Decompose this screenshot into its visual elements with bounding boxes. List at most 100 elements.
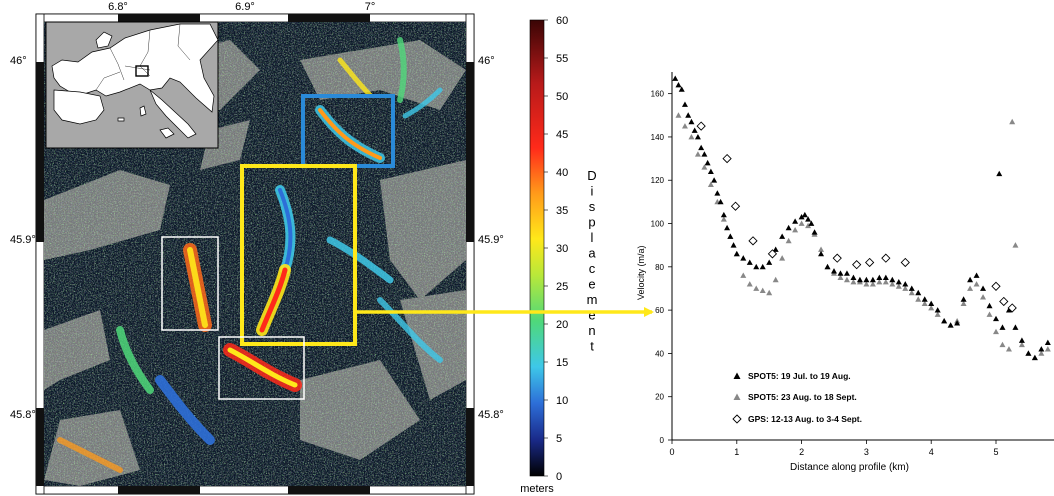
colorbar-tick-label: 5 bbox=[556, 433, 562, 445]
spot5-aug-sept-point bbox=[675, 112, 681, 117]
spot5-aug-sept-point bbox=[799, 221, 805, 226]
colorbar-tick-label: 30 bbox=[556, 243, 568, 255]
spot5-jul-aug-point bbox=[1032, 355, 1038, 360]
spot5-aug-sept-point bbox=[980, 294, 986, 299]
colorbar-label-letter: m bbox=[587, 292, 598, 307]
gps-point bbox=[992, 282, 1000, 290]
legend-label: SPOT5: 23 Aug. to 18 Sept. bbox=[748, 392, 857, 402]
spot5-jul-aug-point bbox=[896, 279, 902, 284]
spot5-aug-sept-point bbox=[1006, 346, 1012, 351]
legend-label: SPOT5: 19 Jul. to 19 Aug. bbox=[748, 371, 851, 381]
colorbar-tick-label: 20 bbox=[556, 319, 568, 331]
y-tick-label: 20 bbox=[655, 393, 664, 402]
spot5-jul-aug-point bbox=[724, 225, 730, 230]
x-tick-label: 2 bbox=[799, 447, 804, 457]
spot5-aug-sept-point bbox=[1045, 346, 1051, 351]
spot5-aug-sept-point bbox=[766, 290, 772, 295]
spot5-jul-aug-point bbox=[721, 212, 727, 217]
spot5-jul-aug-point bbox=[922, 296, 928, 301]
spot5-jul-aug-point bbox=[731, 242, 737, 247]
spot5-jul-aug-point bbox=[708, 169, 714, 174]
colorbar-tick-label: 60 bbox=[556, 15, 568, 27]
spot5-jul-aug-point bbox=[935, 307, 941, 312]
colorbar-tick-label: 40 bbox=[556, 167, 568, 179]
spot5-jul-aug-point bbox=[685, 112, 691, 117]
spot5-jul-aug-point bbox=[779, 234, 785, 239]
spot5-jul-aug-point bbox=[812, 229, 818, 234]
spot5-jul-aug-point bbox=[786, 225, 792, 230]
spot5-jul-aug-point bbox=[734, 251, 740, 256]
spot5-aug-sept-point bbox=[792, 227, 798, 232]
spot5-jul-aug-point bbox=[850, 275, 856, 280]
lat-tick: 45.9° bbox=[478, 234, 504, 246]
spot5-jul-aug-point bbox=[844, 270, 850, 275]
y-tick-label: 160 bbox=[651, 90, 665, 99]
lat-tick: 45.8° bbox=[10, 409, 36, 421]
colorbar-tick-label: 15 bbox=[556, 357, 568, 369]
gps-point bbox=[901, 258, 909, 266]
colorbar-label-letter: i bbox=[591, 184, 594, 199]
colorbar-label-letter: D bbox=[587, 168, 596, 183]
y-tick-label: 0 bbox=[660, 436, 665, 445]
velocity-profile-chart: 0 1 2 3 4 5 0 20 40 60 80 100 120 140 160 Distance al… bbox=[636, 72, 1054, 473]
spot5-jul-aug-point bbox=[711, 177, 717, 182]
inset-map bbox=[46, 22, 218, 148]
gps-point bbox=[697, 122, 705, 130]
spot5-jul-aug-point bbox=[993, 316, 999, 321]
spot5-aug-sept-point bbox=[695, 151, 701, 156]
spot5-jul-aug-point bbox=[967, 277, 973, 282]
spot5-jul-aug-point bbox=[837, 270, 843, 275]
colorbar-tick-label: 35 bbox=[556, 205, 568, 217]
legend-marker bbox=[734, 394, 741, 401]
lat-tick: 46° bbox=[10, 55, 27, 67]
spot5-aug-sept-point bbox=[779, 255, 785, 260]
y-tick-label: 80 bbox=[655, 263, 664, 272]
spot5-jul-aug-point bbox=[802, 212, 808, 217]
x-tick-label: 0 bbox=[669, 447, 674, 457]
spot5-jul-aug-point bbox=[747, 259, 753, 264]
colorbar-label-letter: s bbox=[589, 199, 596, 214]
y-tick-label: 120 bbox=[651, 176, 665, 185]
spot5-jul-aug-point bbox=[902, 281, 908, 286]
spot5-jul-aug-point bbox=[883, 275, 889, 280]
spot5-jul-aug-point bbox=[928, 301, 934, 306]
spot5-aug-sept-point bbox=[773, 277, 779, 282]
spot5-jul-aug-point bbox=[1012, 324, 1018, 329]
colorbar-tick-label: 0 bbox=[556, 471, 562, 483]
colorbar-tick-label: 55 bbox=[556, 53, 568, 65]
legend-label: GPS: 12-13 Aug. to 3-4 Sept. bbox=[748, 414, 862, 424]
x-tick-label: 3 bbox=[864, 447, 869, 457]
spot5-jul-aug-point bbox=[792, 218, 798, 223]
spot5-jul-aug-point bbox=[996, 171, 1002, 176]
spot5-jul-aug-point bbox=[682, 101, 688, 106]
spot5-jul-aug-point bbox=[1038, 346, 1044, 351]
x-ticks: 0 1 2 3 4 5 bbox=[669, 440, 998, 457]
spot5-jul-aug-point bbox=[701, 151, 707, 156]
spot5-aug-sept-point bbox=[682, 123, 688, 128]
spot5-aug-sept-point bbox=[688, 134, 694, 139]
spot5-aug-sept-point bbox=[747, 281, 753, 286]
displacement-map: 6.8° 6.9° 7° 46° 45.9° 45.8° 46° 45.9° 4… bbox=[10, 1, 504, 494]
y-ticks: 0 20 40 60 80 100 120 140 160 bbox=[651, 90, 672, 445]
spot5-jul-aug-point bbox=[760, 264, 766, 269]
colorbar-label-letter: n bbox=[588, 323, 595, 338]
x-axis-label: Distance along profile (km) bbox=[790, 462, 909, 473]
gps-point bbox=[853, 261, 861, 269]
spot5-jul-aug-point bbox=[1019, 337, 1025, 342]
lon-tick: 7° bbox=[365, 1, 376, 13]
y-tick-label: 60 bbox=[655, 306, 664, 315]
spot5-aug-sept-point bbox=[844, 277, 850, 282]
gps-point bbox=[1000, 297, 1008, 305]
spot5-aug-sept-point bbox=[993, 329, 999, 334]
spot5-jul-aug-point bbox=[987, 303, 993, 308]
spot5-jul-aug-point bbox=[825, 264, 831, 269]
spot5-jul-aug-point bbox=[698, 145, 704, 150]
colorbar-unit: meters bbox=[520, 483, 554, 495]
gps-point bbox=[732, 202, 740, 210]
colorbar-tick-label: 50 bbox=[556, 91, 568, 103]
spot5-aug-sept-point bbox=[740, 272, 746, 277]
spot5-jul-aug-point bbox=[766, 259, 772, 264]
